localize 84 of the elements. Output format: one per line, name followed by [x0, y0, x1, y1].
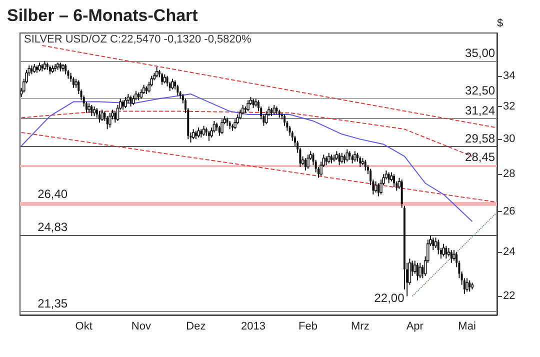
candlestick — [234, 118, 236, 130]
candlestick — [142, 84, 146, 95]
y-tick-label: 30 — [503, 133, 516, 146]
candlestick — [238, 109, 242, 120]
candlestick — [264, 110, 268, 125]
candlestick — [304, 158, 306, 172]
candlestick — [393, 174, 396, 188]
candlestick — [124, 96, 127, 109]
candlestick — [92, 106, 96, 117]
candlestick — [432, 237, 434, 251]
candlestick — [126, 94, 130, 104]
candlestick — [88, 102, 90, 114]
candlestick — [468, 280, 471, 292]
ref-line-label: 24,83 — [38, 220, 68, 234]
candlestick — [354, 150, 356, 162]
candlestick — [338, 152, 340, 166]
candlestick — [140, 88, 143, 100]
y-tick-label: 34 — [503, 70, 516, 82]
candlestick — [445, 245, 448, 260]
band-label: 28,45 — [465, 150, 496, 164]
candlestick — [416, 262, 418, 281]
ref-line-label: 21,35 — [38, 296, 68, 310]
candlestick — [364, 159, 366, 172]
candlestick — [106, 116, 108, 130]
x-tick-label: Feb — [298, 320, 318, 332]
candlestick — [346, 148, 349, 162]
ref-line-label: 29,58 — [465, 131, 496, 146]
candlestick — [134, 90, 138, 101]
y-tick-label: 24 — [503, 246, 516, 258]
candlestick — [246, 100, 250, 112]
candlestick — [388, 172, 390, 184]
ref-line-label: 31,24 — [465, 104, 496, 118]
candlestick — [306, 154, 310, 170]
candlestick — [220, 118, 224, 135]
candlestick — [434, 237, 438, 248]
candlestick — [442, 243, 445, 257]
y-tick-label: 28 — [503, 168, 516, 180]
candlestick — [377, 182, 380, 197]
y-axis-title: $ — [497, 18, 504, 30]
x-tick-label: Okt — [75, 320, 92, 332]
x-tick-label: Mai — [458, 320, 476, 332]
candlestick — [96, 108, 98, 118]
x-tick-label: Nov — [131, 320, 152, 332]
candlestick — [437, 239, 440, 255]
candlestick — [208, 130, 210, 142]
candlestick — [171, 78, 174, 90]
candlestick — [130, 95, 132, 108]
candlestick — [252, 98, 254, 109]
candlestick — [72, 76, 74, 88]
candlestick — [64, 64, 67, 75]
chart-title: Silber – 6-Monats-Chart — [7, 6, 198, 25]
y-tick-label: 32 — [503, 100, 516, 113]
candlestick — [418, 262, 422, 279]
chart-subtitle: SILVER USD/OZ C:22,5470 -0,1320 -0,5820% — [24, 34, 252, 46]
candlestick — [450, 250, 452, 264]
y-tick-label: 26 — [503, 206, 516, 218]
annotation: 22,00 — [374, 291, 405, 306]
candlestick — [327, 152, 330, 164]
ref-line-label: 35,00 — [465, 46, 496, 60]
candlestick — [108, 112, 112, 128]
candlestick — [176, 84, 179, 96]
y-tick-label: 22 — [503, 290, 516, 302]
candlestick — [161, 72, 164, 86]
candlestick — [374, 180, 378, 194]
candlestick — [166, 75, 168, 87]
x-tick-label: Apr — [406, 320, 424, 332]
candlestick — [236, 114, 240, 125]
band-label: 26,40 — [38, 187, 68, 202]
candlestick — [359, 156, 362, 168]
candlestick — [100, 109, 104, 122]
ref-line-label: 32,50 — [465, 84, 496, 98]
candlestick — [98, 110, 100, 124]
candlestick — [192, 128, 195, 140]
candlestick — [466, 278, 468, 292]
x-tick-label: 2013 — [241, 320, 266, 332]
candlestick — [122, 100, 124, 110]
x-tick-label: Mrz — [350, 320, 370, 332]
candlestick — [422, 264, 424, 279]
candlestick — [197, 127, 200, 138]
candlestick — [90, 104, 93, 117]
candlestick — [272, 104, 276, 115]
candlestick — [132, 95, 135, 106]
candlestick — [340, 152, 344, 164]
x-tick-label: Dez — [186, 320, 206, 332]
